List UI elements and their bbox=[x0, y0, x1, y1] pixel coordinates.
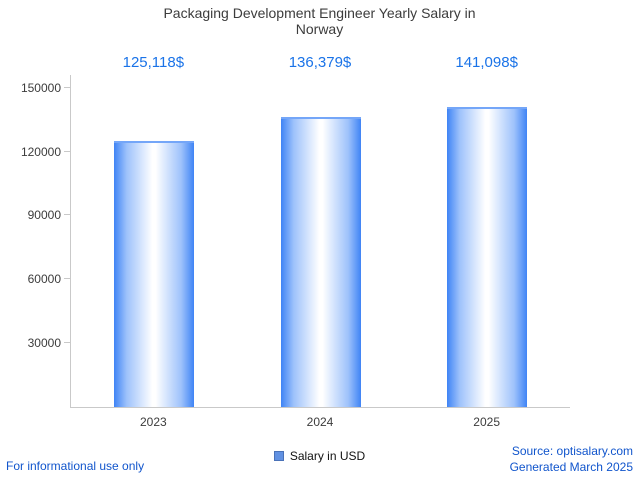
value-label-2025: 141,098$ bbox=[455, 54, 518, 71]
y-tick bbox=[64, 150, 70, 152]
source-link[interactable]: Source: optisalary.com bbox=[511, 443, 633, 458]
y-tick-label: 90000 bbox=[27, 208, 61, 223]
y-tick bbox=[64, 342, 70, 344]
source-info: Source: optisalary.com Generated March 2… bbox=[510, 443, 633, 475]
x-axis-labels: 2023 2024 2025 bbox=[70, 415, 570, 431]
legend-label: Salary in USD bbox=[289, 449, 366, 463]
plot-area: 30000 60000 90000 120000 150000 bbox=[21, 75, 570, 408]
legend-swatch-icon bbox=[273, 451, 284, 461]
chart-title-text: Packaging Development Engineer Yearly Sa… bbox=[163, 5, 476, 38]
bar-2023[interactable] bbox=[114, 140, 195, 407]
x-tick-label-2024: 2024 bbox=[306, 415, 334, 429]
value-label-row: 125,118$ 136,379$ 141,098$ bbox=[70, 54, 570, 74]
x-tick-label-2023: 2023 bbox=[139, 415, 167, 429]
chart-title: Packaging Development Engineer Yearly Sa… bbox=[0, 5, 639, 37]
y-tick-label: 30000 bbox=[27, 336, 61, 351]
value-label-2024: 136,379$ bbox=[288, 54, 352, 71]
y-tick bbox=[64, 86, 70, 88]
disclaimer-link[interactable]: For informational use only bbox=[6, 459, 145, 473]
legend[interactable]: Salary in USD bbox=[0, 449, 639, 463]
value-label-2023: 125,118$ bbox=[122, 54, 185, 71]
y-tick-label: 60000 bbox=[27, 272, 61, 287]
x-tick-label-2025: 2025 bbox=[473, 415, 501, 429]
bar-2024[interactable] bbox=[280, 116, 361, 407]
bar-2025[interactable] bbox=[446, 106, 527, 407]
y-tick bbox=[64, 278, 70, 280]
generated-date: Generated March 2025 bbox=[509, 459, 633, 474]
y-tick-label: 120000 bbox=[20, 144, 61, 159]
y-tick bbox=[64, 214, 70, 216]
y-tick-label: 150000 bbox=[20, 80, 61, 95]
